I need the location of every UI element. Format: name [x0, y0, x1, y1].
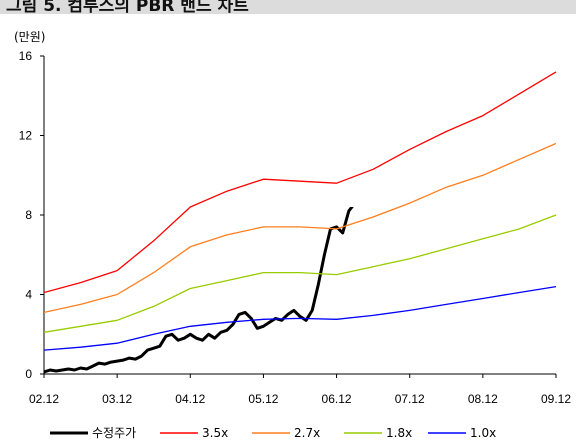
y-tick-label: 4 [25, 288, 32, 302]
x-tick-label: 04.12 [175, 392, 205, 406]
legend-label: 1.8x [386, 426, 412, 440]
chart-legend: 수정주가 3.5x 2.7x 1.8x 1.0x [50, 426, 496, 440]
x-tick-label: 02.12 [29, 392, 59, 406]
x-tick-label: 09.12 [541, 392, 571, 406]
y-axis-unit-label: (만원) [14, 30, 45, 44]
y-tick-label: 8 [25, 208, 32, 222]
legend-label: 수정주가 [92, 426, 136, 440]
legend-label: 2.7x [294, 426, 320, 440]
y-tick-label: 16 [19, 49, 33, 63]
x-tick-label: 06.12 [322, 392, 352, 406]
series-line-stock [44, 207, 354, 374]
series-line-3-5x [44, 71, 557, 294]
series-layer [44, 71, 557, 374]
chart-axes: 0 4 8 12 16 02.12 03.12 04.12 05.12 06.12 07.12 08.… [19, 49, 572, 406]
series-line-1-0x [44, 285, 557, 351]
x-tick-label: 07.12 [395, 392, 425, 406]
x-tick-label: 03.12 [102, 392, 132, 406]
series-line-2-7x [44, 142, 557, 314]
y-tick-label: 0 [25, 367, 32, 381]
x-tick-label: 05.12 [248, 392, 278, 406]
series-line-1-8x [44, 214, 557, 333]
y-tick-label: 12 [19, 129, 33, 143]
figure-title: 그림 5. 컴투스의 PBR 밴드 차트 [6, 0, 249, 14]
x-tick-label: 08.12 [468, 392, 498, 406]
legend-label: 3.5x [202, 426, 228, 440]
legend-label: 1.0x [470, 426, 496, 440]
figure-title-band: 그림 5. 컴투스의 PBR 밴드 차트 [0, 0, 576, 14]
